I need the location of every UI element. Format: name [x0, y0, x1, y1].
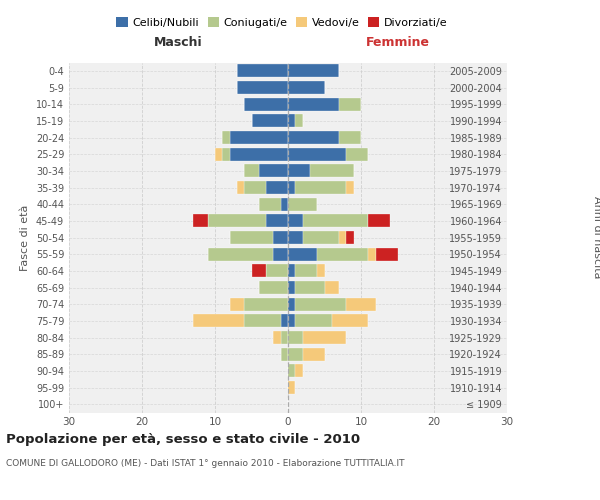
- Bar: [288, 298, 295, 310]
- Bar: [346, 231, 354, 244]
- Bar: [274, 248, 288, 260]
- Bar: [288, 248, 317, 260]
- Text: Femmine: Femmine: [365, 36, 430, 49]
- Bar: [295, 264, 317, 278]
- Bar: [325, 281, 339, 294]
- Bar: [288, 81, 325, 94]
- Bar: [259, 281, 288, 294]
- Bar: [288, 148, 346, 160]
- Text: COMUNE DI GALLODORO (ME) - Dati ISTAT 1° gennaio 2010 - Elaborazione TUTTITALIA.: COMUNE DI GALLODORO (ME) - Dati ISTAT 1°…: [6, 459, 404, 468]
- Bar: [302, 348, 325, 360]
- Bar: [288, 264, 295, 278]
- Bar: [230, 148, 288, 160]
- Bar: [288, 231, 302, 244]
- Y-axis label: Fasce di età: Fasce di età: [20, 204, 30, 270]
- Bar: [295, 314, 332, 328]
- Bar: [295, 181, 346, 194]
- Bar: [332, 314, 368, 328]
- Bar: [266, 181, 288, 194]
- Bar: [288, 364, 295, 378]
- Bar: [302, 231, 339, 244]
- Bar: [376, 248, 398, 260]
- Bar: [302, 214, 368, 228]
- Bar: [317, 264, 325, 278]
- Bar: [346, 148, 368, 160]
- Bar: [215, 148, 223, 160]
- Bar: [237, 181, 244, 194]
- Bar: [288, 281, 295, 294]
- Bar: [266, 264, 288, 278]
- Bar: [281, 348, 288, 360]
- Bar: [288, 381, 295, 394]
- Bar: [368, 214, 390, 228]
- Bar: [244, 164, 259, 177]
- Bar: [281, 198, 288, 210]
- Bar: [339, 131, 361, 144]
- Bar: [244, 181, 266, 194]
- Bar: [266, 214, 288, 228]
- Bar: [274, 331, 281, 344]
- Bar: [346, 298, 376, 310]
- Bar: [317, 248, 368, 260]
- Bar: [288, 214, 302, 228]
- Bar: [244, 298, 288, 310]
- Bar: [368, 248, 376, 260]
- Bar: [230, 298, 244, 310]
- Bar: [259, 198, 281, 210]
- Legend: Celibi/Nubili, Coniugati/e, Vedovi/e, Divorziati/e: Celibi/Nubili, Coniugati/e, Vedovi/e, Di…: [112, 13, 452, 32]
- Bar: [259, 164, 288, 177]
- Bar: [230, 231, 274, 244]
- Bar: [281, 314, 288, 328]
- Bar: [295, 298, 346, 310]
- Bar: [288, 114, 295, 128]
- Bar: [288, 98, 339, 110]
- Bar: [288, 131, 339, 144]
- Bar: [295, 364, 302, 378]
- Text: Maschi: Maschi: [154, 36, 203, 49]
- Bar: [288, 198, 317, 210]
- Bar: [193, 314, 244, 328]
- Bar: [288, 164, 310, 177]
- Bar: [295, 114, 302, 128]
- Bar: [288, 64, 339, 78]
- Bar: [281, 331, 288, 344]
- Bar: [237, 64, 288, 78]
- Bar: [288, 314, 295, 328]
- Text: Anni di nascita: Anni di nascita: [592, 196, 600, 279]
- Bar: [237, 81, 288, 94]
- Bar: [288, 181, 295, 194]
- Bar: [222, 131, 230, 144]
- Bar: [244, 98, 288, 110]
- Bar: [288, 331, 302, 344]
- Bar: [346, 181, 354, 194]
- Bar: [222, 148, 230, 160]
- Bar: [288, 348, 302, 360]
- Bar: [274, 231, 288, 244]
- Bar: [251, 114, 288, 128]
- Bar: [302, 331, 346, 344]
- Bar: [244, 314, 281, 328]
- Bar: [310, 164, 354, 177]
- Bar: [339, 98, 361, 110]
- Bar: [208, 248, 274, 260]
- Bar: [193, 214, 208, 228]
- Text: Popolazione per età, sesso e stato civile - 2010: Popolazione per età, sesso e stato civil…: [6, 432, 360, 446]
- Bar: [295, 281, 325, 294]
- Bar: [251, 264, 266, 278]
- Bar: [339, 231, 346, 244]
- Bar: [208, 214, 266, 228]
- Bar: [230, 131, 288, 144]
